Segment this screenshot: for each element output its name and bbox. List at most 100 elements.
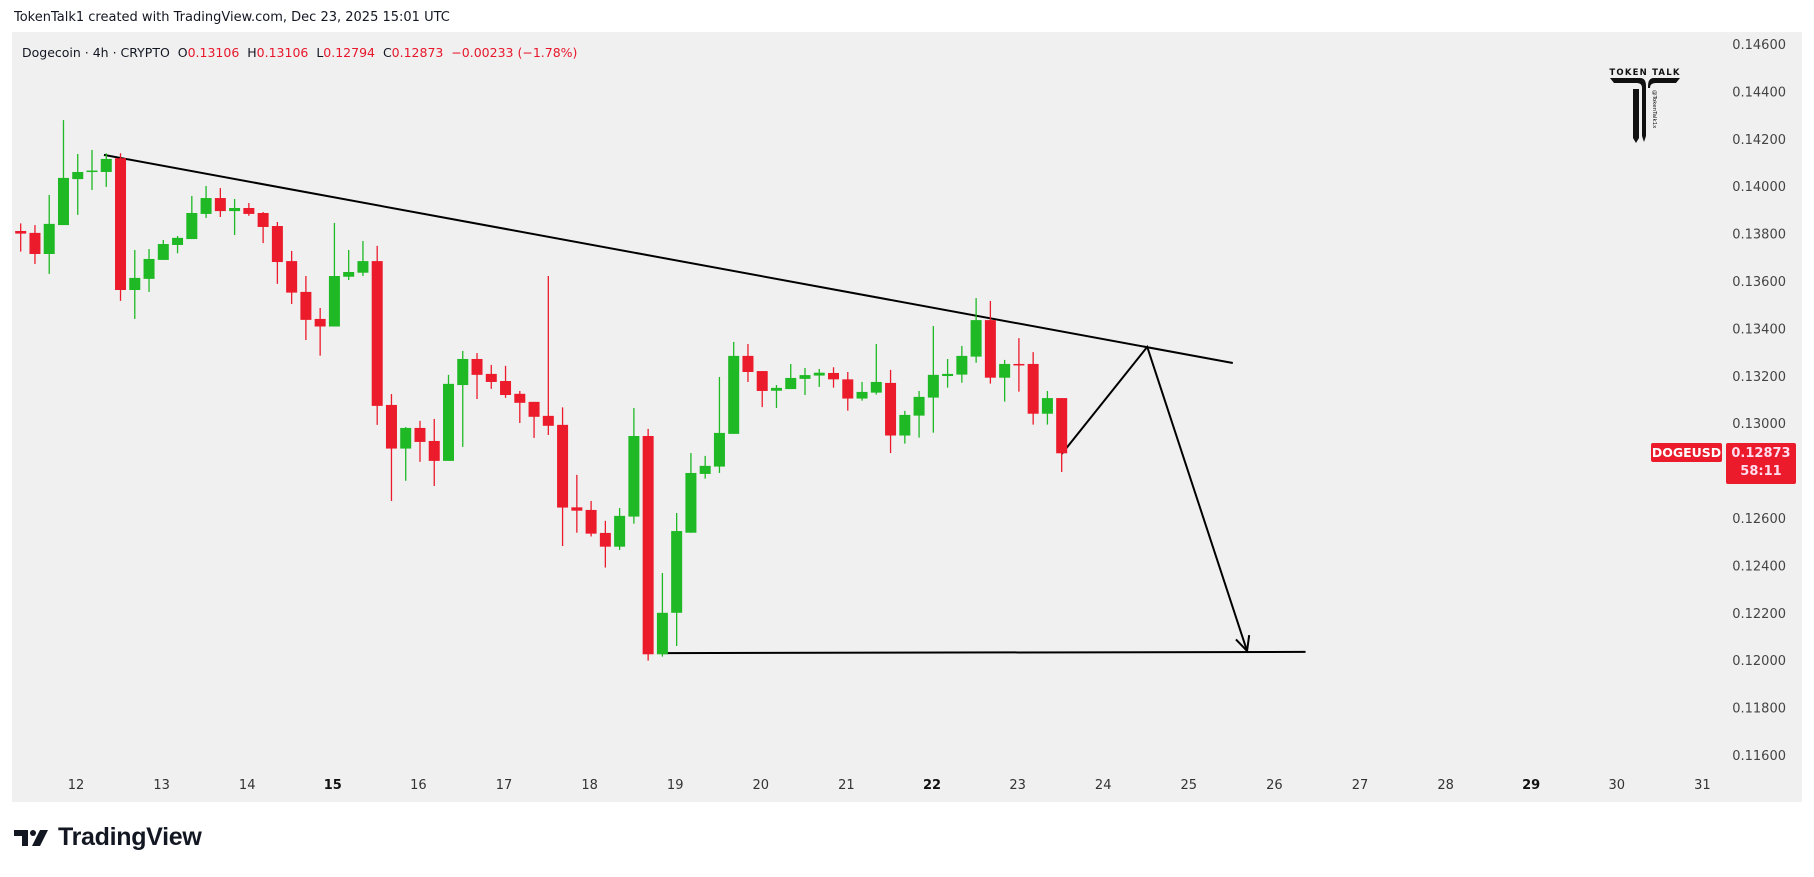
symbol-price-tag: DOGEUSD bbox=[1651, 443, 1722, 462]
candle-body bbox=[428, 440, 440, 461]
bar-countdown: 58:11 bbox=[1740, 464, 1782, 479]
date-tick-label: 22 bbox=[923, 778, 941, 793]
tradingview-footer[interactable]: TradingView bbox=[14, 823, 202, 852]
candle-body bbox=[271, 226, 283, 263]
candle-body bbox=[471, 358, 483, 375]
candle-body bbox=[443, 383, 454, 461]
candle bbox=[628, 408, 640, 524]
candle bbox=[713, 376, 725, 473]
candle bbox=[286, 250, 298, 304]
candle-body bbox=[400, 427, 412, 449]
close-value: 0.12873 bbox=[391, 45, 444, 60]
candle bbox=[656, 572, 668, 657]
candle-body bbox=[542, 415, 554, 426]
price-tick-label: 0.11600 bbox=[1732, 749, 1786, 764]
candle-body bbox=[229, 208, 241, 212]
price-axis[interactable]: 0.14600 0.14400 0.14200 0.14000 0.13800 0.136… bbox=[1732, 38, 1786, 764]
projection-path[interactable] bbox=[1060, 344, 1249, 652]
candle bbox=[557, 407, 569, 546]
time-axis[interactable]: 12 13 14 15 16 17 18 19 20 21 22 23 24 25 26 27 28 29 30 31 bbox=[68, 778, 1711, 793]
candle bbox=[129, 249, 141, 319]
price-tick-label: 0.12400 bbox=[1732, 559, 1786, 574]
date-tick-label: 16 bbox=[410, 778, 427, 793]
candle bbox=[443, 374, 454, 461]
candle bbox=[913, 390, 925, 438]
open-value: 0.13106 bbox=[187, 45, 240, 60]
candle bbox=[528, 401, 540, 438]
token-talk-watermark: TOKEN TALK @TokenTalk1x bbox=[1609, 68, 1680, 143]
candle-body bbox=[756, 371, 768, 391]
candle bbox=[257, 212, 269, 244]
candle-body bbox=[72, 171, 84, 180]
close-label: C bbox=[382, 45, 392, 60]
candle-body bbox=[856, 391, 868, 399]
low-value: 0.12794 bbox=[323, 45, 375, 60]
candle bbox=[86, 149, 98, 190]
candle-body bbox=[300, 291, 312, 320]
candle bbox=[214, 188, 226, 218]
date-tick-label: 12 bbox=[68, 778, 85, 793]
price-tick-label: 0.14000 bbox=[1732, 180, 1786, 195]
candle bbox=[870, 344, 882, 395]
candle bbox=[328, 222, 340, 327]
date-tick-label: 17 bbox=[496, 778, 513, 793]
low-label: L bbox=[316, 45, 324, 60]
candle bbox=[200, 185, 212, 218]
candle bbox=[785, 363, 797, 390]
candle bbox=[172, 235, 184, 254]
candle-body bbox=[942, 373, 954, 377]
candle-body bbox=[614, 515, 626, 547]
price-tick-label: 0.13200 bbox=[1732, 370, 1786, 385]
price-tick-label: 0.13400 bbox=[1732, 322, 1786, 337]
candle-body bbox=[970, 320, 982, 357]
candle bbox=[485, 364, 497, 389]
candle-body bbox=[699, 465, 711, 474]
candle-body bbox=[913, 396, 925, 416]
candle-body bbox=[385, 404, 397, 449]
candle bbox=[942, 358, 954, 388]
candle-body bbox=[671, 531, 683, 613]
candles-layer bbox=[15, 120, 1068, 661]
date-tick-label: 30 bbox=[1609, 778, 1626, 793]
candle-body bbox=[29, 232, 41, 254]
candle bbox=[770, 385, 782, 409]
candle bbox=[885, 369, 897, 454]
candle-body bbox=[628, 435, 640, 517]
price-tick-label: 0.11800 bbox=[1732, 702, 1786, 717]
resistance-trendline[interactable] bbox=[103, 153, 1233, 364]
candle-body bbox=[500, 381, 512, 395]
candle bbox=[742, 344, 754, 382]
candle-body bbox=[157, 244, 169, 260]
candle-body bbox=[200, 198, 212, 214]
candle bbox=[542, 276, 554, 436]
high-value: 0.13106 bbox=[256, 45, 309, 60]
high-label: H bbox=[247, 45, 257, 60]
candle-body bbox=[286, 261, 298, 293]
price-tick-label: 0.13800 bbox=[1732, 228, 1786, 243]
candle bbox=[400, 426, 412, 481]
candle bbox=[842, 372, 854, 411]
candle bbox=[585, 500, 597, 537]
candle-body bbox=[999, 363, 1011, 378]
candle bbox=[699, 455, 711, 479]
candle bbox=[599, 520, 611, 568]
date-tick-label: 25 bbox=[1181, 778, 1198, 793]
price-tick-label: 0.14600 bbox=[1732, 38, 1786, 53]
candle bbox=[799, 367, 811, 395]
candle bbox=[72, 153, 84, 215]
price-tick-label: 0.12600 bbox=[1732, 512, 1786, 527]
price-tick-label: 0.13600 bbox=[1732, 275, 1786, 290]
date-tick-label: 26 bbox=[1266, 778, 1283, 793]
candle bbox=[828, 367, 840, 388]
candle bbox=[57, 120, 69, 226]
candle-body bbox=[742, 355, 754, 373]
candle bbox=[614, 508, 626, 550]
open-label: O bbox=[177, 45, 188, 60]
candle bbox=[813, 368, 825, 387]
candle-body bbox=[785, 377, 797, 390]
svg-text:@TokenTalk1x: @TokenTalk1x bbox=[1651, 90, 1657, 129]
candle-body bbox=[57, 177, 69, 226]
candle bbox=[371, 245, 383, 425]
support-line[interactable] bbox=[662, 650, 1306, 655]
